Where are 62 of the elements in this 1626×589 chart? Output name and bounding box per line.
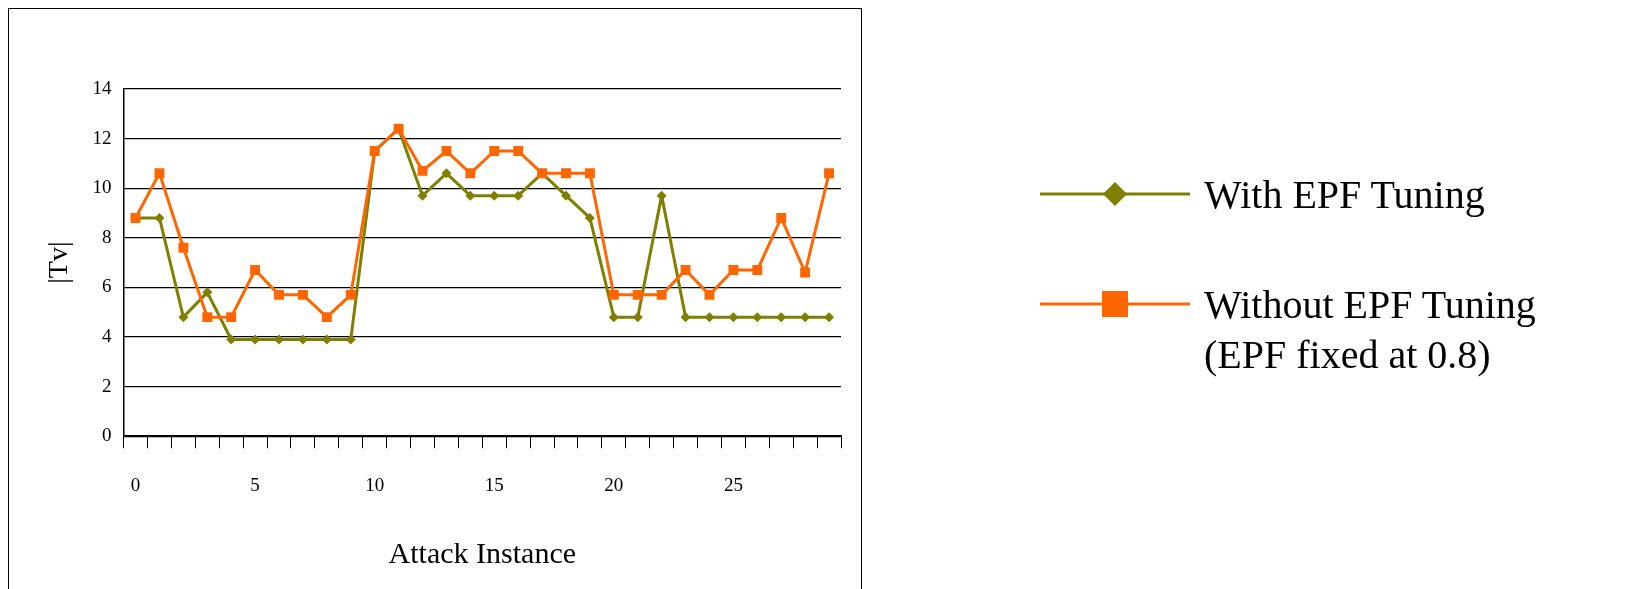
x-tick-label: 0 [130,473,141,495]
point [417,190,428,201]
point [345,289,356,300]
point [298,289,308,300]
x-tick-label: 5 [250,473,260,495]
point [608,289,619,300]
x-axis-title: Attack Instance [388,535,577,569]
point [561,190,571,201]
point [680,312,691,323]
y-tick-label: 12 [92,126,112,148]
x-tick-label: 15 [484,473,504,495]
point [154,168,165,179]
point [776,312,787,323]
x-tick-label: 25 [723,473,743,495]
point [226,312,237,323]
y-tick-label: 2 [102,374,112,396]
x-tick-label: 20 [604,473,624,495]
point [561,168,571,179]
point [776,213,787,223]
point [489,146,500,156]
point [704,289,715,300]
point [656,289,667,300]
point [274,289,284,300]
point [632,312,643,323]
point [513,146,524,156]
point [728,312,739,323]
x-tick-label: 10 [365,473,385,495]
point [824,312,835,323]
point [178,312,189,323]
point [154,212,165,223]
point [584,212,595,223]
point [632,289,643,300]
y-tick-label: 4 [102,324,113,346]
point [608,312,619,323]
point [441,146,452,156]
point [489,190,500,201]
point [824,168,834,179]
point [465,168,476,179]
point [752,265,763,275]
point [513,190,524,201]
point [202,287,213,298]
point [250,265,261,275]
point [441,168,452,179]
point [752,312,763,323]
point [680,265,691,275]
y-tick-label: 0 [102,424,112,446]
y-tick-label: 10 [92,176,112,198]
point [321,312,332,323]
point [178,242,189,253]
point [417,165,428,176]
point [584,168,595,179]
point [728,265,739,275]
y-tick-label: 8 [102,225,112,247]
point [704,312,715,323]
legend-label: With EPF Tuning [1204,171,1485,219]
y-axis-title: |Tv| [42,241,74,284]
point [800,267,811,278]
y-tick-label: 6 [102,275,112,297]
y-tick-label: 14 [92,76,113,98]
point [465,190,476,201]
legend-label: Without EPF Tuning (EPF fixed at 0.8) [1204,281,1537,379]
point [202,312,213,323]
